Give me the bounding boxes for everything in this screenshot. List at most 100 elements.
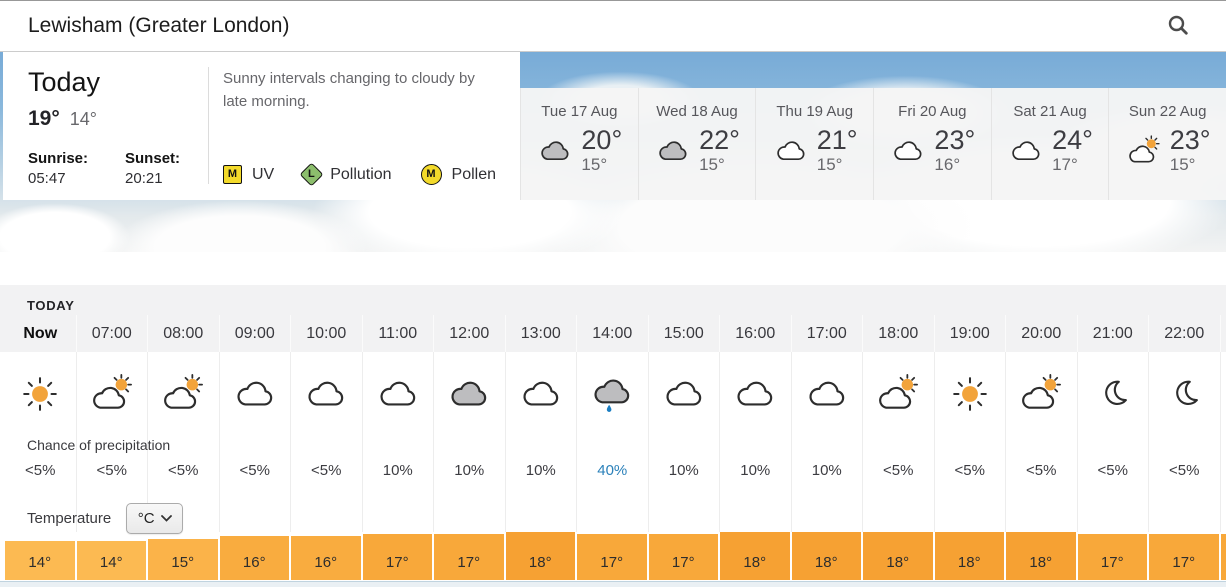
day-forecast-card[interactable]: Thu 19 Aug 21° 15° <box>755 88 873 200</box>
hour-time: 18:00 <box>862 315 934 352</box>
hour-precip: 10% <box>433 435 505 532</box>
hour-column[interactable]: 07:00 <5% 14° <box>75 285 148 587</box>
today-summary-panel[interactable]: Today 19° 14° Sunrise: 05:47 Sunset: 20:… <box>3 51 520 200</box>
sunrise-time: 05:47 <box>28 170 66 187</box>
sunset-block: Sunset: 20:21 <box>125 150 180 187</box>
hour-precip: <5% <box>147 435 219 532</box>
sun-cloud-icon <box>874 371 922 417</box>
sun-icon <box>16 371 64 417</box>
hour-time: Now <box>23 324 58 342</box>
hour-precip: 10% <box>504 435 577 532</box>
hour-column[interactable]: 16:00 10% 18° <box>719 285 791 587</box>
day-card-date: Sun 22 Aug <box>1128 103 1207 120</box>
day-forecast-card[interactable]: Wed 18 Aug 22° 15° <box>637 88 756 200</box>
pollution-badge-label: Pollution <box>330 165 392 183</box>
hour-column[interactable]: 17:00 10% 18° <box>790 285 862 587</box>
precipitation-label: Chance of precipitation <box>27 437 171 453</box>
hour-column[interactable]: 15:00 10% 17° <box>647 285 720 587</box>
today-title: Today <box>28 67 101 97</box>
hour-column[interactable]: 13:00 10% 18° <box>504 285 577 587</box>
hour-temp-bar: 17° <box>648 534 718 580</box>
hour-column[interactable]: 14:00 40% 17° <box>576 285 648 587</box>
hour-temp-bar: 17° <box>434 534 504 580</box>
hour-column[interactable]: 12:00 10% 17° <box>433 285 505 587</box>
day-card-date: Sat 21 Aug <box>1013 103 1087 120</box>
pollen-level-icon: M <box>420 164 442 185</box>
pollution-level-icon: L <box>299 162 324 187</box>
sun-cloud-icon <box>1125 133 1163 169</box>
hour-temp-bar: 18° <box>934 532 1004 580</box>
today-high-temp: 19° <box>28 107 60 130</box>
hour-time: 19:00 <box>933 315 1006 352</box>
hour-temp-bar: 17° <box>362 534 432 580</box>
white-cloud-icon <box>803 371 851 417</box>
hour-column[interactable]: 10:00 <5% 16° <box>290 285 362 587</box>
panel-divider <box>208 67 209 184</box>
day-card-date: Thu 19 Aug <box>776 103 854 120</box>
hour-precip: 10% <box>647 435 720 532</box>
hour-precip: <5% <box>862 435 934 532</box>
hour-time: 22:00 <box>1148 315 1220 352</box>
hour-time: 07:00 <box>75 315 148 352</box>
hour-temp-bar: 18° <box>791 532 861 580</box>
hour-precip: <5% <box>25 462 56 479</box>
temperature-unit-select[interactable]: °C <box>126 503 184 534</box>
hour-column[interactable]: 08:00 <5% 15° <box>147 285 219 587</box>
hour-precip <box>1219 435 1226 532</box>
hour-time: 10:00 <box>290 315 362 352</box>
hour-temp-bar: 14° <box>76 541 146 580</box>
hour-column[interactable]: 22:00 <5% 17° <box>1148 285 1220 587</box>
white-cloud-icon <box>231 371 279 417</box>
gray-cloud-icon <box>536 133 574 169</box>
white-cloud-icon <box>302 371 350 417</box>
day-forecast-card[interactable]: Fri 20 Aug 23° 16° <box>873 88 991 200</box>
white-cloud-icon <box>889 133 927 169</box>
day-forecast-card[interactable]: Tue 17 Aug 20° 15° <box>520 88 638 200</box>
hour-temp-bar: 18° <box>863 532 933 580</box>
hour-precip: <5% <box>1148 435 1220 532</box>
hour-column[interactable]: 09:00 <5% 16° <box>218 285 291 587</box>
hour-column[interactable]: 20:00 <5% 18° <box>1005 285 1077 587</box>
hourly-header-band <box>0 285 1226 352</box>
hour-temp-bar <box>1220 534 1226 580</box>
hour-column[interactable]: 21:00 <5% 17° <box>1076 285 1148 587</box>
day-low-temp: 17° <box>1052 155 1078 175</box>
pollen-badge-label: Pollen <box>451 165 496 183</box>
horizontal-scrollbar[interactable] <box>0 581 1226 587</box>
gray-cloud-icon <box>445 371 493 417</box>
hour-column[interactable]: 11:00 10% 17° <box>361 285 433 587</box>
search-button[interactable] <box>1162 9 1194 44</box>
hour-precip: <5% <box>290 435 362 532</box>
day-card-date: Fri 20 Aug <box>898 103 967 120</box>
day-low-temp: 15° <box>816 155 843 175</box>
hour-column[interactable]: Now <5% 14° <box>4 285 76 587</box>
hour-temp-bar: 16° <box>219 536 289 580</box>
uv-badge-label: UV <box>252 165 275 183</box>
search-icon <box>1168 15 1188 35</box>
daily-forecast-strip: Tue 17 Aug 20° 15° Wed 18 Aug 22° 15° Th… <box>520 88 1226 200</box>
hourly-columns: Now <5% 14° 07:00 <5% 14° 08:00 <5% 15° … <box>4 285 1226 587</box>
hour-time: 15:00 <box>647 315 720 352</box>
day-low-temp: 15° <box>1169 155 1196 175</box>
hour-column[interactable]: 19:00 <5% 18° <box>933 285 1006 587</box>
hour-time: 09:00 <box>218 315 291 352</box>
hour-temp-bar: 18° <box>720 532 790 580</box>
hour-temp-bar: 15° <box>148 539 218 580</box>
environment-badges: M UV L Pollution M Pollen <box>223 162 498 187</box>
day-high-temp: 23° <box>934 125 976 155</box>
day-forecast-card[interactable]: Sun 22 Aug 23° 15° <box>1108 88 1226 200</box>
sun-cloud-icon <box>159 371 207 417</box>
hour-temp-bar: 18° <box>505 532 575 580</box>
uv-level-icon: M <box>223 165 242 184</box>
day-forecast-card[interactable]: Sat 21 Aug 24° 17° <box>990 88 1109 200</box>
gray-cloud-icon <box>654 133 692 169</box>
day-low-temp: 16° <box>934 155 961 175</box>
hour-column[interactable]: 18:00 <5% 18° <box>862 285 934 587</box>
hour-time: 20:00 <box>1005 315 1077 352</box>
day-card-date: Tue 17 Aug <box>541 103 618 120</box>
hour-precip: 40% <box>576 435 648 532</box>
hour-column[interactable] <box>1219 285 1226 587</box>
day-low-temp: 15° <box>581 155 608 175</box>
moon-icon <box>1160 371 1208 417</box>
hour-time <box>1219 315 1226 352</box>
